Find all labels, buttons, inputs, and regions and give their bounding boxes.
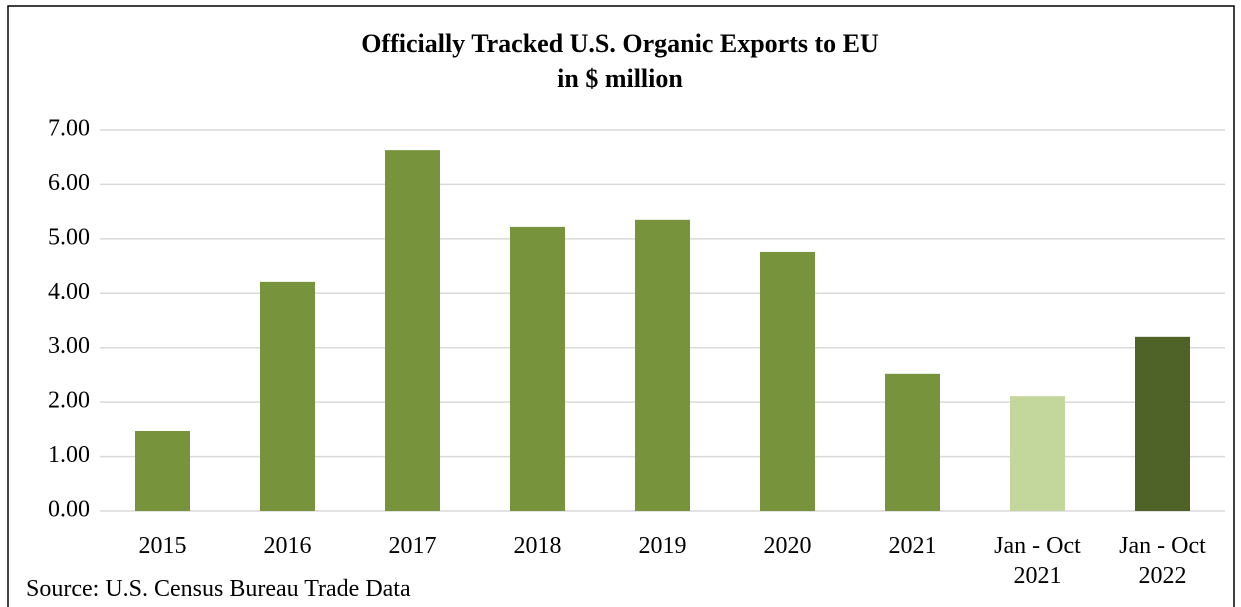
x-tick-label: 2020 <box>763 533 812 559</box>
x-tick-label: 2015 <box>138 533 187 559</box>
chart-subtitle: in $ million <box>557 64 683 93</box>
bar <box>635 219 690 512</box>
bar <box>885 373 940 511</box>
bar <box>260 281 315 511</box>
x-tick-label: 2019 <box>638 533 687 559</box>
bar <box>1010 396 1065 511</box>
x-tick-label: Jan - Oct 2021 <box>994 533 1081 589</box>
y-tick-label: 4.00 <box>48 279 90 305</box>
y-tick-label: 7.00 <box>48 116 90 142</box>
y-tick-label: 5.00 <box>48 224 90 250</box>
x-tick-label: 2018 <box>513 533 562 559</box>
y-tick-label: 2.00 <box>48 388 90 414</box>
chart-title: Officially Tracked U.S. Organic Exports … <box>361 29 879 58</box>
y-tick-label: 1.00 <box>48 442 90 468</box>
x-tick-label: 2016 <box>263 533 312 559</box>
frame <box>7 5 1235 607</box>
source-note: Source: U.S. Census Bureau Trade Data <box>26 576 411 602</box>
bar <box>760 251 815 512</box>
bar <box>135 430 190 511</box>
bar <box>1135 336 1190 511</box>
x-tick-label: 2017 <box>388 533 437 559</box>
x-tick-label: Jan - Oct 2022 <box>1119 533 1206 589</box>
y-tick-label: 3.00 <box>48 333 90 359</box>
bar <box>385 150 440 512</box>
bar <box>510 226 565 511</box>
y-tick-label: 0.00 <box>48 497 90 523</box>
x-tick-label: 2021 <box>888 533 937 559</box>
y-tick-label: 6.00 <box>48 170 90 196</box>
